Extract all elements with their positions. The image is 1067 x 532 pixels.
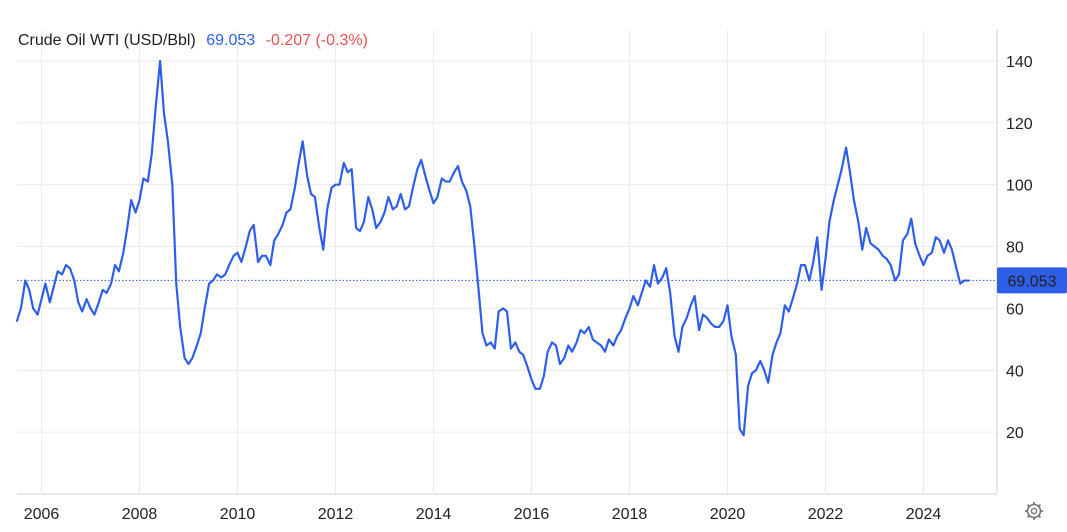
x-tick-label: 2008 <box>122 506 158 523</box>
current-price-badge-background <box>997 267 1067 294</box>
y-tick-label: 120 <box>1006 116 1033 133</box>
header-change: -0.207 (-0.3%) <box>266 32 368 49</box>
current-price-badge: 69.053 <box>997 267 1067 294</box>
x-tick-label: 2018 <box>612 506 648 523</box>
series-line <box>15 59 970 437</box>
x-tick-label: 2016 <box>514 506 550 523</box>
y-tick-label: 40 <box>1006 363 1024 380</box>
x-tick-label: 2022 <box>808 506 844 523</box>
current-price-badge-label: 69.053 <box>1008 273 1057 290</box>
chart-header: Crude Oil WTI (USD/Bbl) 69.053 -0.207 (-… <box>18 32 368 49</box>
y-tick-label: 100 <box>1006 178 1033 195</box>
x-tick-label: 2006 <box>24 506 60 523</box>
x-tick-label: 2024 <box>906 506 942 523</box>
y-tick-label: 60 <box>1006 301 1024 318</box>
y-tick-label: 140 <box>1006 54 1033 71</box>
y-tick-label: 20 <box>1006 425 1024 442</box>
x-tick-label: 2014 <box>416 506 452 523</box>
y-tick-label: 80 <box>1006 240 1024 257</box>
axis-layer: 2006 2008 2010 2012 2014 2016 2018 2020 2022 2024… <box>17 30 1033 523</box>
gear-icon[interactable] <box>1025 502 1043 520</box>
chart-title: Crude Oil WTI (USD/Bbl) <box>18 32 196 49</box>
grid-layer <box>17 30 997 494</box>
plot-layer <box>15 59 997 437</box>
x-tick-label: 2010 <box>220 506 256 523</box>
header-price: 69.053 <box>206 32 255 49</box>
x-tick-label: 2020 <box>710 506 746 523</box>
x-tick-label: 2012 <box>318 506 354 523</box>
